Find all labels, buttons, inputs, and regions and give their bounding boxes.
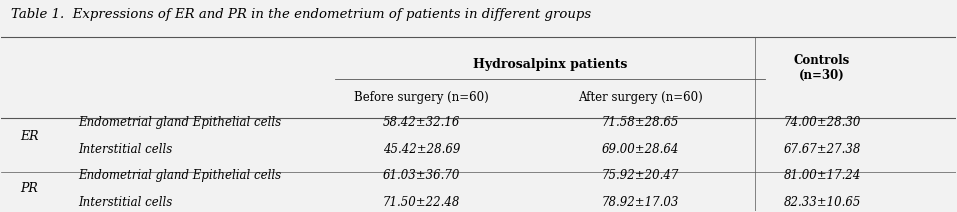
- Text: Endometrial gland Epithelial cells: Endometrial gland Epithelial cells: [78, 116, 280, 129]
- Text: Controls
(n=30): Controls (n=30): [794, 54, 850, 82]
- Text: Table 1.  Expressions of ER and PR in the endometrium of patients in different g: Table 1. Expressions of ER and PR in the…: [11, 8, 591, 21]
- Text: 82.33±10.65: 82.33±10.65: [784, 196, 860, 209]
- Text: 61.03±36.70: 61.03±36.70: [383, 169, 460, 181]
- Text: 75.92±20.47: 75.92±20.47: [602, 169, 679, 181]
- Text: Hydrosalpinx patients: Hydrosalpinx patients: [473, 58, 627, 71]
- Text: ER: ER: [20, 130, 39, 143]
- Text: After surgery (n=60): After surgery (n=60): [578, 91, 703, 104]
- Text: Endometrial gland Epithelial cells: Endometrial gland Epithelial cells: [78, 169, 280, 181]
- Text: 74.00±28.30: 74.00±28.30: [784, 116, 860, 129]
- Text: 71.50±22.48: 71.50±22.48: [383, 196, 460, 209]
- Text: PR: PR: [20, 182, 38, 195]
- Text: 58.42±32.16: 58.42±32.16: [383, 116, 460, 129]
- Text: 81.00±17.24: 81.00±17.24: [784, 169, 860, 181]
- Text: Interstitial cells: Interstitial cells: [78, 144, 172, 156]
- Text: Interstitial cells: Interstitial cells: [78, 196, 172, 209]
- Text: 78.92±17.03: 78.92±17.03: [602, 196, 679, 209]
- Text: Before surgery (n=60): Before surgery (n=60): [354, 91, 489, 104]
- Text: 69.00±28.64: 69.00±28.64: [602, 144, 679, 156]
- Text: 45.42±28.69: 45.42±28.69: [383, 144, 460, 156]
- Text: 71.58±28.65: 71.58±28.65: [602, 116, 679, 129]
- Text: 67.67±27.38: 67.67±27.38: [784, 144, 860, 156]
